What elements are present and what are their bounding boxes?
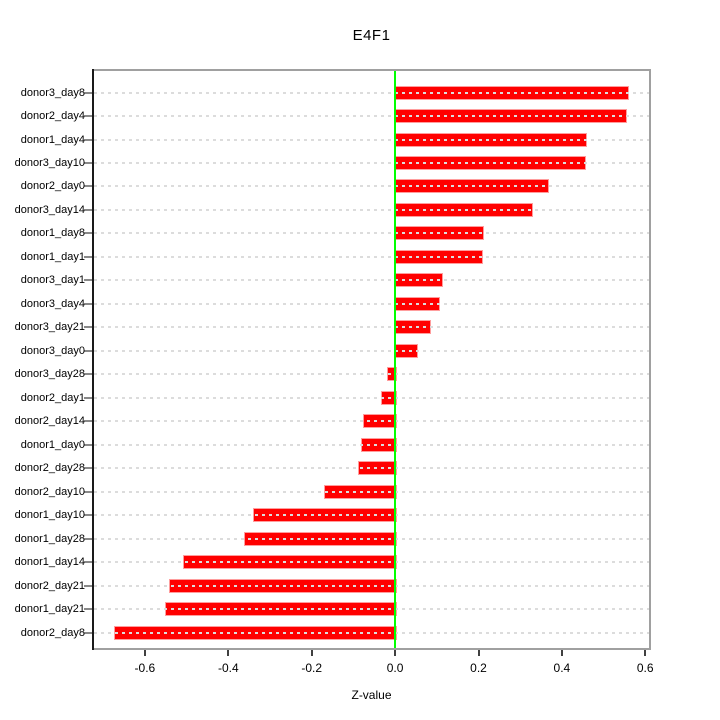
x-tick-label: -0.4 (217, 661, 239, 675)
grid-line (94, 302, 649, 305)
y-axis-label-donor3_day28: donor3_day28 (14, 368, 85, 381)
grid-line (94, 138, 649, 141)
x-axis-tick (644, 650, 647, 656)
y-axis-label-donor2_day28: donor2_day28 (14, 462, 85, 475)
y-axis-tick (84, 302, 92, 305)
y-axis-label-donor3_day0: donor3_day0 (20, 344, 85, 357)
grid-line (94, 584, 649, 587)
x-axis-tick (477, 650, 480, 656)
y-axis-tick (84, 420, 92, 423)
grid-line (94, 373, 649, 376)
y-axis-label-donor1_day1: donor1_day1 (20, 250, 85, 263)
plot-area (94, 71, 649, 648)
y-axis-tick (84, 561, 92, 564)
x-axis-tick (310, 650, 313, 656)
y-axis-label-donor1_day14: donor1_day14 (14, 556, 85, 569)
grid-line (94, 537, 649, 540)
grid-line (94, 514, 649, 517)
y-axis-label-donor2_day4: donor2_day4 (20, 110, 85, 122)
y-axis-label-donor3_day4: donor3_day4 (20, 297, 85, 310)
x-tick-label: 0.2 (470, 661, 487, 675)
y-axis-label-donor2_day0: donor2_day0 (20, 180, 85, 193)
y-axis-tick (84, 537, 92, 540)
y-axis-label-donor1_day28: donor1_day28 (14, 532, 85, 545)
y-axis-tick (84, 514, 92, 517)
x-tick-label: 0.4 (553, 661, 571, 675)
y-axis-tick (84, 161, 92, 164)
x-axis-title: Z-value (351, 688, 392, 702)
x-tick-label: 0.0 (386, 661, 404, 675)
grid-line (94, 561, 649, 564)
x-tick-label: 0.6 (636, 661, 654, 675)
y-axis-label-donor3_day10: donor3_day10 (14, 156, 85, 169)
y-axis-tick (84, 326, 92, 329)
y-axis-tick (84, 608, 92, 610)
y-axis-label-donor1_day4: donor1_day4 (20, 133, 85, 146)
y-axis-tick (84, 396, 92, 399)
x-axis-tick (143, 650, 146, 656)
grid-line (94, 279, 649, 282)
y-axis-tick (84, 490, 92, 493)
y-axis-line (92, 69, 94, 650)
x-tick-label: -0.6 (134, 661, 156, 675)
y-axis-tick (84, 208, 92, 211)
y-axis-label-donor3_day8: donor3_day8 (20, 86, 85, 99)
y-axis-tick (84, 232, 92, 235)
x-axis-line (93, 648, 651, 650)
y-axis-tick (84, 631, 92, 634)
chart-title: E4F1 (352, 27, 391, 44)
y-axis-label-donor2_day8: donor2_day8 (20, 626, 85, 639)
y-axis-tick (84, 115, 92, 117)
y-axis-tick (84, 443, 92, 446)
x-axis-tick (560, 650, 563, 656)
y-axis-tick (84, 279, 92, 282)
y-axis-label-donor3_day14: donor3_day14 (14, 203, 85, 216)
y-axis-label-donor2_day14: donor2_day14 (14, 415, 85, 428)
y-axis-tick (84, 373, 92, 376)
grid-line (94, 185, 649, 188)
y-axis-label-donor3_day21: donor3_day21 (14, 321, 85, 334)
y-axis-tick (84, 349, 92, 352)
y-axis-tick (84, 584, 92, 587)
grid-line (94, 608, 649, 610)
y-axis-label-donor2_day10: donor2_day10 (14, 485, 85, 498)
y-axis-label-donor1_day10: donor1_day10 (14, 509, 85, 522)
grid-line (94, 208, 649, 211)
zero-line (394, 71, 397, 648)
grid-line (94, 396, 649, 399)
grid-line (94, 91, 649, 94)
grid-line (94, 326, 649, 329)
y-axis-label-donor1_day21: donor1_day21 (14, 603, 85, 615)
y-axis-label-donor2_day21: donor2_day21 (14, 579, 85, 592)
y-axis-label-donor1_day0: donor1_day0 (20, 438, 85, 451)
x-axis-tick (394, 650, 397, 656)
y-axis-tick (84, 138, 92, 141)
y-axis-label-donor1_day8: donor1_day8 (20, 227, 85, 240)
grid-line (94, 232, 649, 235)
grid-line (94, 631, 649, 634)
y-axis-label-donor2_day1: donor2_day1 (20, 391, 85, 404)
grid-line (94, 115, 649, 117)
y-axis-tick (84, 255, 92, 258)
grid-line (94, 255, 649, 258)
grid-line (94, 161, 649, 164)
grid-line (94, 467, 649, 470)
x-axis-tick (227, 650, 230, 656)
x-tick-label: -0.2 (301, 661, 323, 675)
grid-line (94, 443, 649, 446)
y-axis-tick (84, 185, 92, 188)
grid-line (94, 420, 649, 423)
y-axis-label-donor3_day1: donor3_day1 (20, 274, 85, 287)
y-axis-tick (84, 467, 92, 470)
plot-border-right (649, 69, 651, 650)
plot-border-top (93, 69, 651, 71)
grid-line (94, 490, 649, 493)
grid-line (94, 349, 649, 352)
y-axis-tick (84, 91, 92, 94)
